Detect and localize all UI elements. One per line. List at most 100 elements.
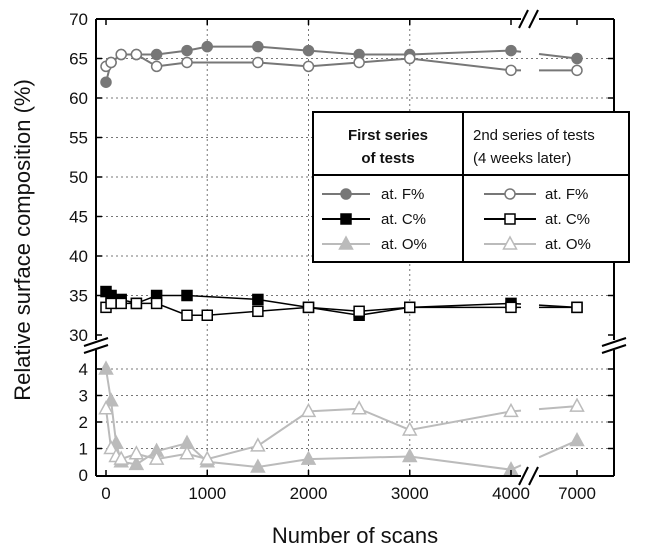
x-break-mark-top — [518, 9, 529, 29]
legend-label-first-c: at. C% — [381, 211, 426, 228]
data-point — [181, 44, 193, 57]
data-point — [571, 301, 583, 314]
data-point — [250, 437, 266, 452]
x-axis-title: Number of scans — [272, 523, 438, 548]
data-point — [201, 40, 213, 53]
data-point — [503, 402, 519, 418]
data-point — [128, 445, 145, 460]
data-point — [252, 293, 264, 306]
data-point — [105, 297, 117, 310]
legend-label-second-c: at. C% — [545, 211, 590, 228]
data-point — [302, 301, 315, 314]
x-tick-label: 3000 — [391, 484, 429, 503]
data-point — [569, 397, 585, 412]
series-atc-second — [100, 297, 583, 321]
data-point — [181, 56, 193, 69]
series-layer — [98, 40, 585, 476]
data-point — [179, 445, 195, 460]
data-point — [150, 60, 163, 73]
data-point — [150, 48, 163, 61]
x-break-mark-bottom — [518, 466, 529, 486]
data-point — [100, 76, 112, 88]
series-line — [105, 368, 512, 471]
x-tick-label: 7000 — [558, 484, 596, 503]
data-point — [103, 392, 119, 407]
y-tick-label: 55 — [69, 129, 88, 148]
data-point — [252, 40, 264, 53]
axes — [83, 9, 627, 486]
series-ato-second — [98, 397, 585, 465]
data-point — [302, 60, 315, 73]
data-point — [105, 56, 117, 69]
series-line — [538, 405, 578, 411]
data-point — [115, 48, 127, 61]
legend-marker-second — [504, 213, 516, 225]
data-point — [103, 439, 119, 455]
data-point — [505, 301, 517, 314]
data-point — [302, 44, 315, 57]
legend: First series of tests 2nd series of test… — [312, 111, 630, 263]
data-point — [571, 52, 583, 65]
legend-marker-second — [504, 188, 516, 200]
data-point — [505, 64, 517, 77]
legend-group1-title-line2: of tests — [361, 150, 414, 167]
y-tick-label: 60 — [69, 89, 88, 108]
data-point — [201, 309, 213, 321]
data-point — [300, 450, 317, 465]
data-point — [351, 400, 367, 415]
legend-group2-title-line1: 2nd series of tests — [473, 127, 595, 144]
y-tick-label: 4 — [79, 360, 88, 379]
y-tick-label: 30 — [69, 326, 88, 345]
data-point — [113, 450, 129, 465]
y-break-mark-left — [83, 344, 109, 354]
data-point — [353, 305, 365, 318]
x-tick-label: 1000 — [188, 484, 226, 503]
series-line — [538, 439, 578, 459]
data-point — [300, 402, 317, 418]
data-point — [115, 297, 127, 310]
y-tick-label: 2 — [79, 413, 88, 432]
x-break-mark-bottom — [528, 466, 539, 486]
legend-marker-first — [340, 188, 352, 200]
y-axis-title: Relative surface composition (%) — [10, 79, 35, 401]
legend-label-second-f: at. F% — [545, 186, 588, 203]
data-point — [571, 64, 583, 77]
y-tick-label: 45 — [69, 208, 88, 227]
data-point — [569, 431, 585, 447]
y-break-mask-right — [602, 340, 626, 350]
data-point — [252, 305, 264, 318]
data-point — [130, 297, 143, 310]
data-point — [252, 56, 264, 69]
legend-label-first-f: at. F% — [381, 186, 424, 203]
y-tick-label: 50 — [69, 168, 88, 187]
y-tick-label: 40 — [69, 247, 88, 266]
x-break-mark-top — [528, 9, 539, 29]
legend-entries — [322, 188, 536, 250]
data-point — [404, 52, 416, 65]
series-line — [538, 52, 578, 60]
data-point — [404, 301, 416, 314]
legend-box — [312, 111, 630, 263]
legend-label-first-o: at. O% — [381, 236, 427, 253]
series-ato-first — [98, 360, 585, 476]
y-tick-label: 70 — [69, 10, 88, 29]
y-break-mark-right — [601, 337, 627, 347]
data-point — [128, 455, 145, 471]
data-point — [505, 44, 517, 57]
x-tick-label: 0 — [101, 484, 110, 503]
data-point — [181, 309, 193, 321]
data-point — [401, 421, 418, 436]
legend-group1-title-line1: First series — [348, 127, 428, 144]
data-point — [353, 56, 365, 69]
data-point — [199, 450, 216, 465]
y-tick-label: 35 — [69, 287, 88, 306]
y-break-mark-right — [601, 344, 627, 354]
x-tick-label: 2000 — [290, 484, 328, 503]
data-point — [150, 297, 163, 310]
legend-marker-first — [338, 235, 354, 250]
y-tick-label: 1 — [79, 440, 88, 459]
data-point — [130, 48, 143, 61]
data-point — [181, 289, 193, 302]
legend-group2-title-line2: (4 weeks later) — [473, 150, 571, 167]
